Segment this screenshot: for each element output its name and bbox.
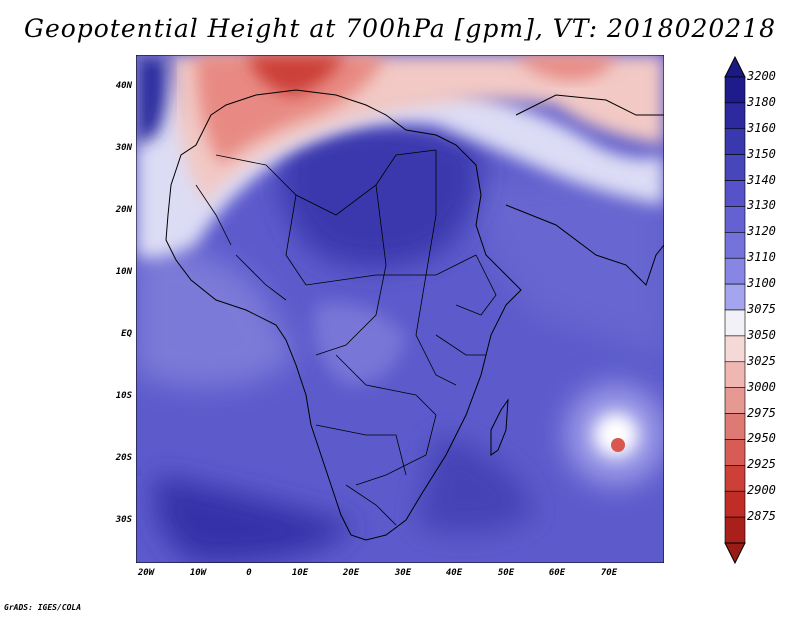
chart-title: Geopotential Height at 700hPa [gpm], VT:… xyxy=(23,14,777,43)
colorbar-label-2950: 2950 xyxy=(747,431,776,446)
colorbar-label-3200: 3200 xyxy=(747,69,776,83)
colorbar-label-2925: 2925 xyxy=(747,457,776,472)
lat-label-40n: 40N xyxy=(115,81,132,91)
colorbar-label-3130: 3130 xyxy=(747,198,776,213)
cyclone-ring xyxy=(594,413,638,457)
lon-label-70e: 70E xyxy=(600,568,618,578)
colorbar-top-arrow xyxy=(724,55,746,78)
height-field-sahara-high xyxy=(279,122,481,268)
height-field-south-atlantic-high xyxy=(154,475,356,563)
colorbar-swatch-2900 xyxy=(724,490,746,518)
lat-label-10n: 10N xyxy=(115,267,132,277)
colorbar-label-2875: 2875 xyxy=(747,509,776,524)
lon-label-40e: 40E xyxy=(445,568,463,578)
coastlines xyxy=(165,89,664,541)
colorbar-swatch-3110 xyxy=(724,257,746,285)
colorbar-label-3025: 3025 xyxy=(747,353,776,368)
height-field-med-low-core xyxy=(246,55,346,95)
colorbar-label-3140: 3140 xyxy=(747,172,776,187)
colorbar-label-3110: 3110 xyxy=(747,250,776,265)
lon-label-50e: 50E xyxy=(497,568,515,578)
cyclone-core xyxy=(611,438,625,452)
height-field-south-high xyxy=(416,435,536,533)
colorbar-label-3180: 3180 xyxy=(747,94,776,109)
height-field-indian-ocean xyxy=(456,165,664,355)
colorbar-swatch-3075 xyxy=(724,309,746,337)
lat-label-30s: 30S xyxy=(115,515,132,525)
lon-label-20w: 20W xyxy=(137,568,155,578)
colorbar-label-3050: 3050 xyxy=(747,327,776,342)
colorbar-swatch-2950 xyxy=(724,439,746,466)
colorbar-label-3120: 3120 xyxy=(747,224,776,239)
height-field-med-low xyxy=(196,55,386,165)
lon-label-30e: 30E xyxy=(394,568,412,578)
lon-label-60e: 60E xyxy=(548,568,566,578)
colorbar-label-2975: 2975 xyxy=(747,405,776,420)
colorbar xyxy=(724,55,746,565)
colorbar-swatch-3130 xyxy=(724,206,746,233)
country-borders xyxy=(195,149,497,526)
colorbar-swatch-3120 xyxy=(724,232,746,259)
lon-label-0: 0 xyxy=(246,568,252,578)
colorbar-label-2900: 2900 xyxy=(747,483,776,498)
height-field-atlantic-high xyxy=(136,55,168,145)
colorbar-swatch-3200 xyxy=(724,76,746,104)
lon-label-20e: 20E xyxy=(342,568,360,578)
colorbar-swatch-2875 xyxy=(724,516,746,544)
colorbar-label-3150: 3150 xyxy=(747,146,776,161)
geopotential-height-map xyxy=(136,55,664,563)
lat-label-30n: 30N xyxy=(115,143,132,153)
lat-label-20s: 20S xyxy=(115,453,132,463)
colorbar-bottom-arrow xyxy=(724,542,746,565)
height-field-west-band xyxy=(136,249,296,387)
colorbar-label-3000: 3000 xyxy=(747,379,776,394)
lat-label-20n: 20N xyxy=(115,205,132,215)
colorbar-swatch-3160 xyxy=(724,128,746,155)
lon-label-10w: 10W xyxy=(189,568,207,578)
colorbar-label-3160: 3160 xyxy=(747,120,776,135)
lat-label-10s: 10S xyxy=(115,391,132,401)
colorbar-swatch-3050 xyxy=(724,335,746,363)
colorbar-swatch-3000 xyxy=(724,387,746,414)
height-field-asia-low xyxy=(516,55,616,80)
colorbar-swatch-3150 xyxy=(724,154,746,181)
height-field-congo xyxy=(314,303,406,385)
colorbar-swatch-3100 xyxy=(724,283,746,311)
grads-credit: GrADS: IGES/COLA xyxy=(4,603,82,612)
colorbar-swatch-3180 xyxy=(724,102,746,130)
colorbar-label-3075: 3075 xyxy=(747,302,776,316)
colorbar-swatch-3140 xyxy=(724,180,746,207)
colorbar-swatch-2925 xyxy=(724,465,746,492)
lat-label-eq: EQ xyxy=(121,329,132,339)
colorbar-label-3100: 3100 xyxy=(747,276,776,291)
lon-label-10e: 10E xyxy=(291,568,309,578)
colorbar-swatch-2975 xyxy=(724,413,746,440)
colorbar-swatch-3025 xyxy=(724,361,746,388)
